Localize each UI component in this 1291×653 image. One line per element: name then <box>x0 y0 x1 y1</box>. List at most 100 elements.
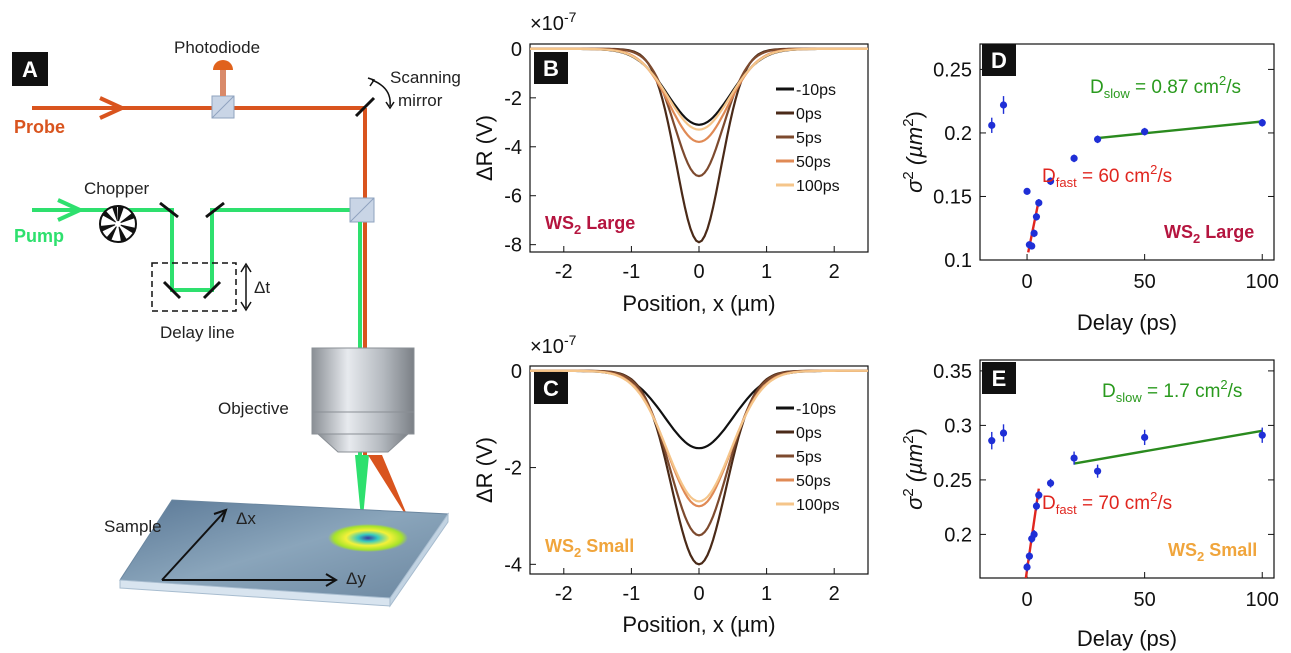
data-point <box>1032 213 1041 221</box>
delay-mirror-1 <box>159 201 179 219</box>
chopper-icon <box>99 205 137 243</box>
annotation-d-fast-sup: 2 <box>1150 489 1157 504</box>
panel-a-setup-diagram: A Probe Photodiode Scanning mirror Pump … <box>12 38 461 608</box>
annotation-d-slow-value: = 1.7 cm <box>1142 381 1221 402</box>
annotation-d-slow-sup: 2 <box>1219 73 1226 88</box>
annotation-d-fast-value: = 60 cm <box>1077 166 1150 187</box>
mirror-label: mirror <box>398 91 443 110</box>
objective-lens-icon <box>311 347 415 453</box>
data-point <box>1258 119 1266 127</box>
x-tick-label: 50 <box>1134 589 1156 611</box>
legend-entry: 0ps <box>796 106 822 123</box>
data-point <box>999 101 1008 109</box>
data-point <box>1094 135 1102 143</box>
annotation-d-fast-d: D <box>1042 166 1056 187</box>
x-tick-label: 0 <box>1021 589 1032 611</box>
x-tick-label: 0 <box>1021 271 1032 293</box>
data-point <box>1032 502 1041 510</box>
y-axis-unit: (µm <box>902 444 927 488</box>
delta-t-arrowheads <box>240 262 252 312</box>
data-point <box>1030 229 1038 237</box>
x-axis-title: Position, x (µm) <box>622 291 775 316</box>
photodiode-icon <box>213 60 233 70</box>
y-axis-symbol-sup: 2 <box>900 171 917 179</box>
annotation-d-fast-sub: fast <box>1056 502 1077 517</box>
y-axis-symbol: σ <box>902 179 927 193</box>
x-tick-label: 2 <box>829 583 840 605</box>
panel-a-letter-box <box>12 52 48 86</box>
x-tick-label: 1 <box>761 583 772 605</box>
annotation-d-fast-value: = 70 cm <box>1077 493 1150 514</box>
y-tick-label: 0.25 <box>933 470 972 492</box>
data-point <box>1046 177 1055 185</box>
beamsplitter-combiner-diagonal <box>349 197 375 223</box>
sample-label: WS2 Small <box>545 536 634 560</box>
x-tick-label: 100 <box>1246 589 1279 611</box>
data-point <box>1141 128 1149 136</box>
y-multiplier-base: ×10 <box>530 13 564 35</box>
data-point <box>1023 187 1031 195</box>
mirror-rotation-arrow-icon <box>371 79 391 107</box>
sample-label-sub: 2 <box>574 545 581 560</box>
panel-e-letter-box <box>982 362 1016 394</box>
legend-entry: 5ps <box>796 449 822 466</box>
y-multiplier-exp: -7 <box>564 332 577 348</box>
annotation-d-slow-sup: 2 <box>1220 377 1227 392</box>
pump-focus-cone <box>355 455 369 528</box>
y-tick-label: -8 <box>504 235 522 257</box>
panel-d-letter: D <box>991 48 1007 73</box>
axis-y-arrowhead <box>325 573 338 587</box>
y-axis-unit: (µm <box>902 127 927 171</box>
y-tick-label: 0 <box>511 361 522 383</box>
legend-entry: 100ps <box>796 178 840 195</box>
data-point <box>1025 552 1033 560</box>
x-tick-label: 0 <box>693 261 704 283</box>
data-point <box>1023 563 1031 571</box>
panel-d-letter-box <box>982 44 1016 76</box>
photodiode-label: Photodiode <box>174 38 260 57</box>
annotation-d-slow-d: D <box>1102 381 1116 402</box>
sample-label-suffix: Small <box>1204 540 1257 560</box>
y-tick-label: -4 <box>504 137 522 159</box>
x-tick-label: 100 <box>1246 271 1279 293</box>
excitation-spot <box>328 524 408 552</box>
chopper-label: Chopper <box>84 179 150 198</box>
sample-plate <box>119 499 449 608</box>
axis-x-arrow <box>161 509 227 581</box>
y-axis-close: ) <box>902 111 927 118</box>
data-point <box>1046 479 1055 487</box>
x-tick-label: -1 <box>623 583 641 605</box>
legend-entry: 5ps <box>796 130 822 147</box>
data-point <box>988 437 996 445</box>
annotation-d-slow-unit: /s <box>1226 77 1241 98</box>
probe-focus-cone <box>368 455 410 522</box>
delta-t-label: Δt <box>254 278 270 297</box>
annotation-d-fast-unit: /s <box>1157 166 1172 187</box>
annotation-d-fast: Dfast = 70 cm2/s <box>1042 489 1172 517</box>
x-tick-label: -1 <box>623 261 641 283</box>
legend-entry: 100ps <box>796 497 840 514</box>
y-axis-symbol: σ <box>902 496 927 510</box>
y-multiplier-base: ×10 <box>530 336 564 358</box>
beamsplitter-probe-diagonal <box>211 95 235 119</box>
data-point <box>1028 242 1036 250</box>
probe-label: Probe <box>14 117 65 137</box>
sample-label-suffix: Small <box>581 536 634 556</box>
annotation-d-slow-sub: slow <box>1104 86 1131 101</box>
annotation-d-fast-sup: 2 <box>1150 162 1157 177</box>
data-point <box>1070 154 1078 162</box>
mirror-arrowhead-top <box>367 77 376 87</box>
panel-c-letter: C <box>543 376 559 401</box>
annotation-d-fast: Dfast = 60 cm2/s <box>1042 162 1172 190</box>
x-tick-label: -2 <box>555 583 573 605</box>
delay-mirror-2 <box>205 201 225 219</box>
objective-label: Objective <box>218 399 289 418</box>
fit-line-1 <box>1073 429 1263 465</box>
sample-label: WS2 Large <box>545 213 635 237</box>
scanning-mirror-icon <box>354 96 376 118</box>
chart-c-small-profiles: -2 -1 0 1 2 0 -2 -4 ×10-7 Position, x (µm) ΔR (V) -… <box>472 332 869 637</box>
panel-e-letter: E <box>992 366 1007 391</box>
y-tick-label: 0.1 <box>944 250 972 272</box>
y-tick-label: 0.2 <box>944 524 972 546</box>
